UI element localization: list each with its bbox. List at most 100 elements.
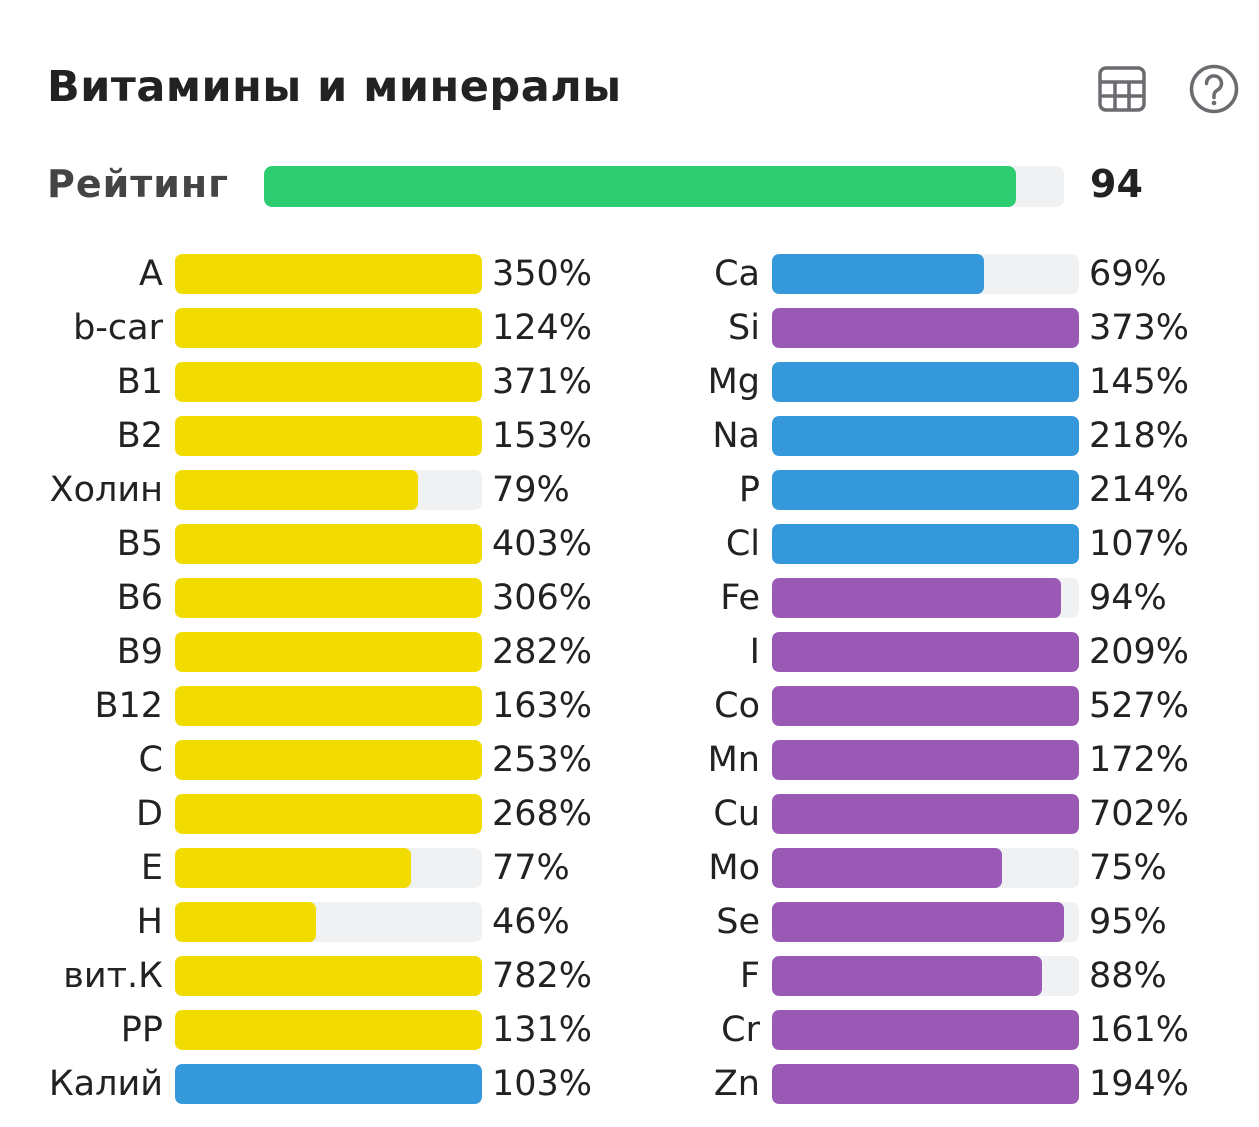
vitamin-value: 103% — [492, 1064, 593, 1104]
vitamin-bar — [175, 362, 482, 402]
mineral-bar — [772, 470, 1079, 510]
vitamin-bar — [175, 956, 482, 996]
mineral-value: 194% — [1089, 1064, 1190, 1104]
mineral-bar — [772, 902, 1079, 942]
mineral-bar-fill — [772, 632, 1079, 672]
mineral-label: Ca — [714, 254, 760, 294]
vitamin-label: B5 — [116, 524, 163, 564]
mineral-bar — [772, 416, 1079, 456]
vitamin-label: D — [136, 794, 163, 834]
vitamin-label: B6 — [116, 578, 163, 618]
mineral-value: 88% — [1089, 956, 1167, 996]
vitamin-label: B2 — [116, 416, 163, 456]
mineral-value: 209% — [1089, 632, 1190, 672]
mineral-label: Fe — [720, 578, 760, 618]
rating-bar-fill — [264, 166, 1016, 207]
vitamin-bar — [175, 470, 482, 510]
vitamin-label: b-car — [73, 308, 163, 348]
mineral-bar — [772, 1064, 1079, 1104]
vitamin-label: C — [138, 740, 163, 780]
mineral-label: F — [739, 956, 760, 996]
mineral-value: 69% — [1089, 254, 1167, 294]
mineral-label: Mn — [707, 740, 760, 780]
mineral-label: Na — [712, 416, 760, 456]
rating-bar — [264, 166, 1064, 207]
vitamin-bar — [175, 794, 482, 834]
vitamin-bar-fill — [175, 416, 482, 456]
vitamin-value: 268% — [492, 794, 593, 834]
vitamin-bar — [175, 578, 482, 618]
vitamin-bar-fill — [175, 524, 482, 564]
mineral-bar-fill — [772, 254, 984, 294]
mineral-bar — [772, 362, 1079, 402]
vitamin-bar-fill — [175, 308, 482, 348]
mineral-value: 527% — [1089, 686, 1190, 726]
vitamin-value: 282% — [492, 632, 593, 672]
mineral-value: 145% — [1089, 362, 1190, 402]
mineral-bar-fill — [772, 470, 1079, 510]
mineral-bar-fill — [772, 956, 1043, 996]
vitamin-value: 131% — [492, 1010, 593, 1050]
mineral-label: Cr — [721, 1010, 760, 1050]
mineral-label: Mo — [708, 848, 760, 888]
vitamin-bar — [175, 308, 482, 348]
mineral-bar-fill — [772, 362, 1079, 402]
mineral-bar-fill — [772, 1064, 1079, 1104]
mineral-label: Co — [714, 686, 760, 726]
vitamin-label: Холин — [49, 470, 163, 510]
mineral-value: 95% — [1089, 902, 1167, 942]
mineral-value: 161% — [1089, 1010, 1190, 1050]
vitamin-value: 371% — [492, 362, 593, 402]
vitamin-bar-fill — [175, 686, 482, 726]
vitamin-label: H — [136, 902, 163, 942]
card-title: Витамины и минералы — [47, 62, 622, 112]
vitamin-value: 153% — [492, 416, 593, 456]
vitamin-bar — [175, 848, 482, 888]
table-icon[interactable] — [1098, 66, 1146, 112]
mineral-bar — [772, 254, 1079, 294]
mineral-bar-fill — [772, 416, 1079, 456]
vitamin-bar-fill — [175, 470, 418, 510]
mineral-bar-fill — [772, 1010, 1079, 1050]
vitamin-label: PP — [120, 1010, 163, 1050]
vitamin-label: Калий — [48, 1064, 163, 1104]
vitamin-label: A — [139, 254, 163, 294]
vitamin-value: 46% — [492, 902, 570, 942]
mineral-label: Mg — [707, 362, 760, 402]
vitamin-bar — [175, 1064, 482, 1104]
vitamin-bar-fill — [175, 902, 317, 942]
mineral-bar — [772, 1010, 1079, 1050]
vitamin-bar-fill — [175, 956, 482, 996]
mineral-value: 702% — [1089, 794, 1190, 834]
help-icon[interactable] — [1189, 64, 1239, 114]
mineral-label: Si — [728, 308, 760, 348]
mineral-value: 373% — [1089, 308, 1190, 348]
vitamin-bar-fill — [175, 578, 482, 618]
vitamin-value: 306% — [492, 578, 593, 618]
vitamin-value: 163% — [492, 686, 593, 726]
mineral-value: 214% — [1089, 470, 1190, 510]
mineral-label: Se — [716, 902, 760, 942]
mineral-bar-fill — [772, 578, 1061, 618]
vitamin-value: 253% — [492, 740, 593, 780]
mineral-bar-fill — [772, 524, 1079, 564]
vitamin-bar — [175, 524, 482, 564]
rating-value: 94 — [1090, 162, 1143, 206]
mineral-value: 218% — [1089, 416, 1190, 456]
vitamin-value: 350% — [492, 254, 593, 294]
mineral-bar — [772, 308, 1079, 348]
vitamin-bar-fill — [175, 794, 482, 834]
vitamin-bar — [175, 1010, 482, 1050]
rating-label: Рейтинг — [47, 162, 230, 206]
vitamin-value: 782% — [492, 956, 593, 996]
mineral-bar-fill — [772, 794, 1079, 834]
mineral-bar — [772, 956, 1079, 996]
mineral-bar — [772, 848, 1079, 888]
mineral-bar — [772, 524, 1079, 564]
mineral-value: 172% — [1089, 740, 1190, 780]
mineral-label: I — [749, 632, 760, 672]
vitamin-label: B12 — [94, 686, 163, 726]
mineral-bar — [772, 578, 1079, 618]
vitamin-value: 403% — [492, 524, 593, 564]
mineral-bar-fill — [772, 902, 1064, 942]
